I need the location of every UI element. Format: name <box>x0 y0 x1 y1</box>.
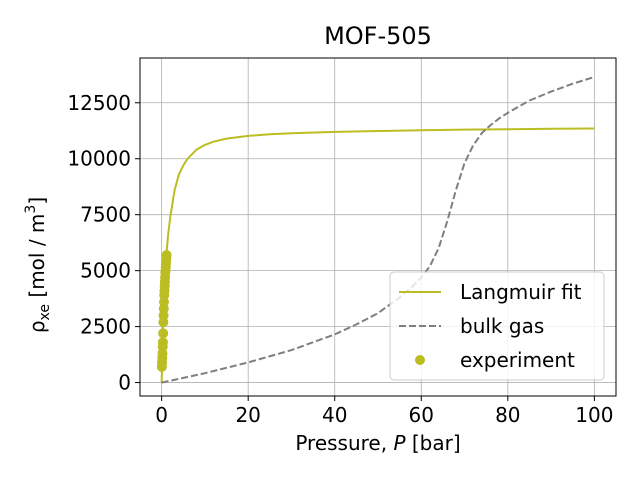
x-tick-label: 40 <box>322 403 347 427</box>
x-tick-label: 0 <box>155 403 168 427</box>
y-tick-label: 5000 <box>80 259 131 283</box>
y-tick: 2500 <box>80 315 140 339</box>
y-tick-label: 0 <box>118 371 131 395</box>
x-axis: 0 20 40 60 80 100 <box>155 396 613 427</box>
x-axis-label: Pressure, P [bar] <box>295 431 460 455</box>
data-point-experiment <box>161 249 172 260</box>
legend-label-bulk-gas: bulk gas <box>460 314 544 338</box>
plot-area <box>156 76 595 384</box>
legend-label-experiment: experiment <box>460 348 575 372</box>
x-tick-label: 80 <box>495 403 520 427</box>
x-tick: 80 <box>495 396 521 427</box>
y-tick-label: 12500 <box>67 91 131 115</box>
x-tick: 40 <box>322 396 347 427</box>
legend: Langmuir fit bulk gas experiment <box>389 271 605 381</box>
x-tick: 60 <box>409 396 434 427</box>
y-tick-label: 7500 <box>80 203 131 227</box>
y-tick-label: 2500 <box>80 315 131 339</box>
y-tick: 5000 <box>80 259 140 283</box>
chart-title: MOF-505 <box>324 22 432 50</box>
legend-label-langmuir: Langmuir fit <box>460 280 582 304</box>
y-axis: 0 2500 5000 7500 10000 12500 <box>67 91 140 395</box>
y-axis-label: ρxe [mol / m3] <box>23 197 53 333</box>
x-tick-label: 20 <box>235 403 260 427</box>
x-tick-label: 60 <box>409 403 434 427</box>
series-line-bulk-gas <box>161 76 595 384</box>
legend-swatch-experiment <box>415 355 425 365</box>
data-point-experiment <box>157 337 168 348</box>
x-tick: 20 <box>235 396 261 427</box>
x-tick: 0 <box>155 396 168 427</box>
x-tick-label: 100 <box>575 403 613 427</box>
x-tick: 100 <box>575 396 613 427</box>
legend-box <box>389 271 605 381</box>
axes-frame <box>139 57 617 397</box>
y-tick-label: 10000 <box>67 147 131 171</box>
series-line-langmuir-fit <box>160 127 595 383</box>
y-tick: 7500 <box>80 203 140 227</box>
gridlines <box>140 58 616 396</box>
y-tick: 12500 <box>67 91 140 115</box>
y-tick: 0 <box>118 371 140 395</box>
y-tick: 10000 <box>67 147 140 171</box>
data-point-experiment <box>158 328 169 339</box>
